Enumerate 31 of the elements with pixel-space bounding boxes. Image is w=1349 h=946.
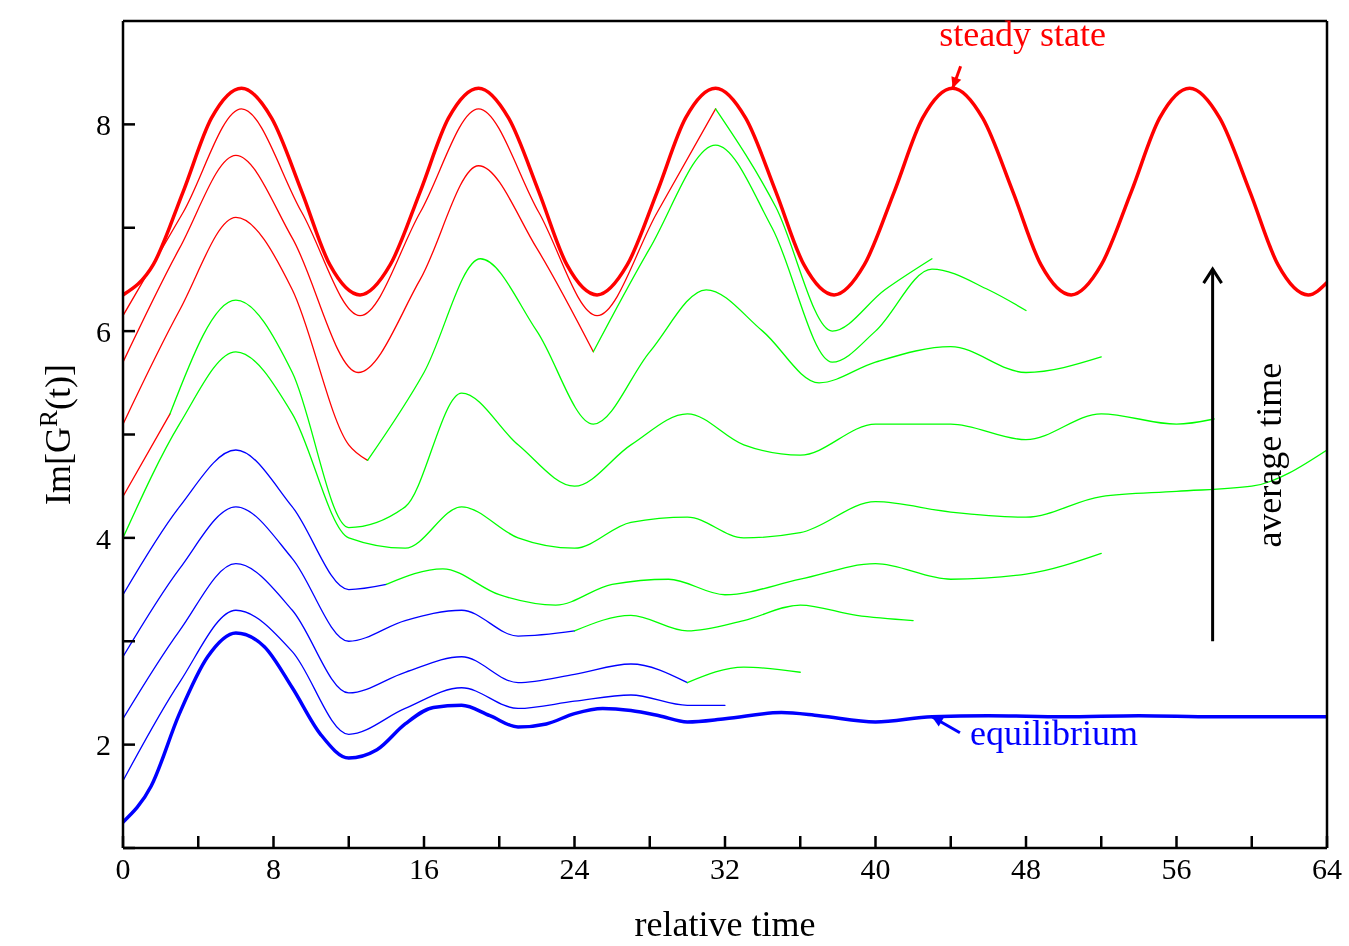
annotation: average time: [1248, 362, 1289, 548]
x-tick-label: 48: [1011, 852, 1041, 886]
line-series: [592, 144, 1027, 363]
line-series: [123, 154, 594, 374]
line-series: [169, 299, 1215, 529]
x-tick-label: 56: [1161, 852, 1192, 886]
line-series: [123, 449, 388, 596]
line-series: [366, 258, 1102, 461]
line-series: [123, 563, 689, 720]
x-tick-label: 40: [860, 852, 891, 886]
x-axis-title: relative time: [634, 904, 816, 944]
line-series: [123, 351, 1327, 549]
line-series: [123, 216, 369, 461]
line-series: [714, 108, 933, 332]
x-tick-label: 32: [710, 852, 740, 886]
x-tick-label: 8: [266, 852, 281, 886]
x-tick-label: 64: [1312, 852, 1342, 886]
legend-label: equilibrium: [969, 712, 1138, 753]
y-tick-label: 4: [96, 521, 111, 555]
line-series: [123, 631, 1327, 824]
line-series: [573, 604, 914, 632]
y-tick-label: 8: [96, 108, 111, 142]
x-tick-label: 0: [115, 852, 131, 886]
line-series: [123, 609, 726, 782]
x-tick-label: 24: [559, 852, 590, 886]
y-tick-label: 6: [96, 314, 111, 348]
x-tick-label: 16: [409, 852, 439, 886]
y-tick-label: 2: [96, 728, 111, 762]
line-series: [385, 552, 1102, 606]
line-series: [123, 506, 576, 658]
series-label: steady state: [939, 14, 1107, 55]
